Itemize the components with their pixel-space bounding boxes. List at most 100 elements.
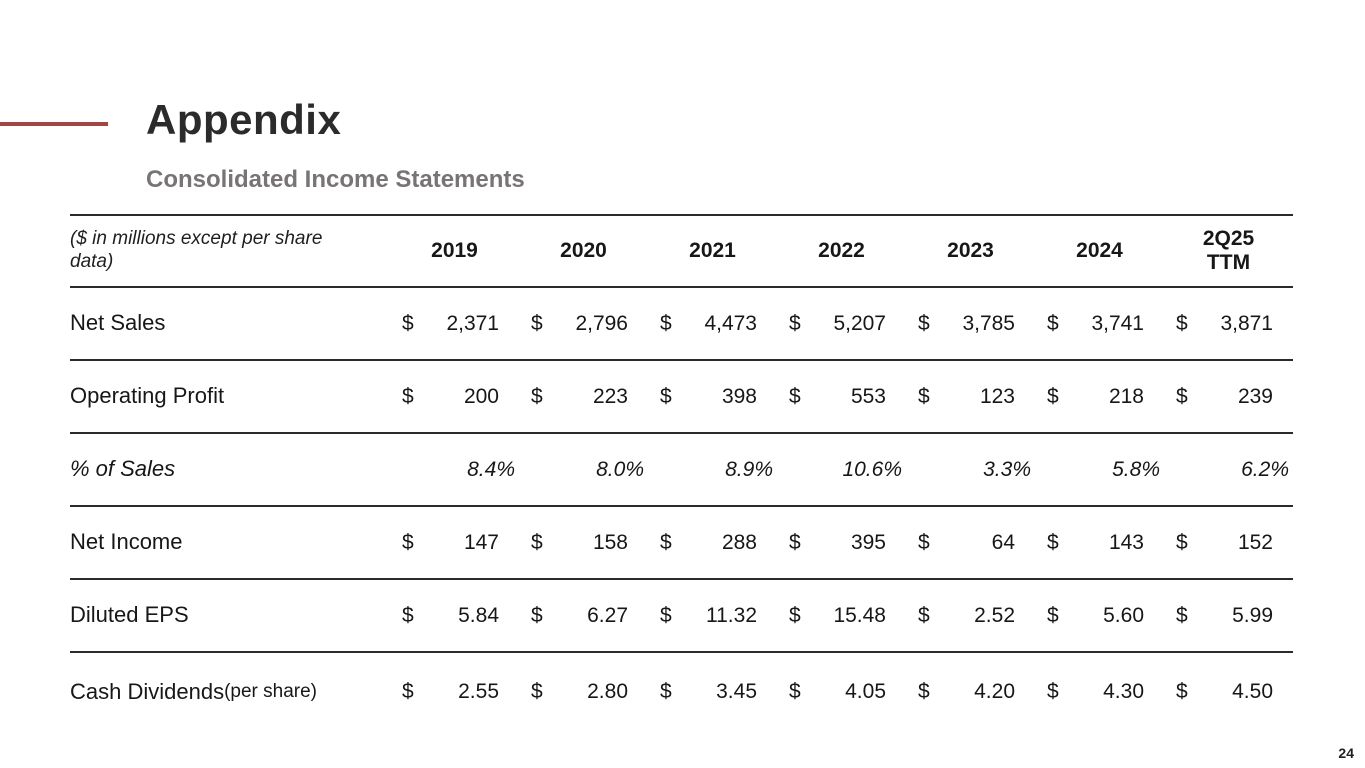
table-row: Diluted EPS $5.84 $6.27 $11.32 $15.48 $2.52 $5… xyxy=(70,580,1293,653)
cell-value: 8.9% xyxy=(725,457,773,481)
currency-symbol: $ xyxy=(918,530,930,554)
money-cell: $6.27 xyxy=(519,580,648,651)
income-statement-table: ($ in millions except per share data) 20… xyxy=(70,214,1293,731)
money-cell: $4.50 xyxy=(1164,653,1293,731)
page-number: 24 xyxy=(1338,745,1354,761)
cell-value: 11.32 xyxy=(706,603,757,627)
currency-symbol: $ xyxy=(789,603,801,627)
cell-value: 200 xyxy=(463,384,499,408)
currency-symbol: $ xyxy=(660,603,672,627)
row-label: Net Income xyxy=(70,529,183,555)
cell-value: 239 xyxy=(1237,384,1273,408)
cell-value: 223 xyxy=(592,384,628,408)
cell-value: 5.60 xyxy=(1103,603,1144,627)
cell-value: 3.3% xyxy=(983,457,1031,481)
row-label: Operating Profit xyxy=(70,383,225,409)
cell-value: 395 xyxy=(850,530,886,554)
money-cell: $4.20 xyxy=(906,653,1035,731)
column-header: 2022 xyxy=(818,238,865,262)
cell-value: 5,207 xyxy=(833,311,886,335)
currency-symbol: $ xyxy=(660,680,672,703)
money-cell: $4,473 xyxy=(648,288,777,359)
money-cell: $2,796 xyxy=(519,288,648,359)
currency-symbol: $ xyxy=(402,384,414,408)
currency-symbol: $ xyxy=(789,311,801,335)
column-header: 2019 xyxy=(431,238,478,262)
money-cell: $223 xyxy=(519,361,648,432)
page-title: Appendix xyxy=(146,96,342,143)
cell-value: 6.2% xyxy=(1241,457,1289,481)
table-row: Net Income $147 $158 $288 $395 $64 $143 $152 xyxy=(70,507,1293,580)
cell-value: 398 xyxy=(721,384,757,408)
cell-value: 5.99 xyxy=(1232,603,1273,627)
currency-symbol: $ xyxy=(660,384,672,408)
percent-cell: 6.2% xyxy=(1164,434,1293,505)
currency-symbol: $ xyxy=(1176,530,1188,554)
cell-value: 2.52 xyxy=(974,603,1015,627)
currency-symbol: $ xyxy=(1047,384,1059,408)
money-cell: $5.84 xyxy=(390,580,519,651)
money-cell: $553 xyxy=(777,361,906,432)
column-header: 2023 xyxy=(947,238,994,262)
currency-symbol: $ xyxy=(789,530,801,554)
cell-value: 3,871 xyxy=(1220,311,1273,335)
cell-value: 4,473 xyxy=(704,311,757,335)
currency-symbol: $ xyxy=(1176,311,1188,335)
money-cell: $147 xyxy=(390,507,519,578)
money-cell: $2,371 xyxy=(390,288,519,359)
table-row: Net Sales $2,371 $2,796 $4,473 $5,207 $3,785 $… xyxy=(70,288,1293,361)
currency-symbol: $ xyxy=(1047,603,1059,627)
currency-symbol: $ xyxy=(402,530,414,554)
cell-value: 4.05 xyxy=(845,680,886,703)
money-cell: $395 xyxy=(777,507,906,578)
currency-symbol: $ xyxy=(531,530,543,554)
cell-value: 8.0% xyxy=(596,457,644,481)
currency-symbol: $ xyxy=(789,384,801,408)
percent-cell: 3.3% xyxy=(906,434,1035,505)
currency-symbol: $ xyxy=(1176,384,1188,408)
column-header: 2021 xyxy=(689,238,736,262)
accent-line xyxy=(0,122,108,126)
currency-symbol: $ xyxy=(918,311,930,335)
money-cell: $2.52 xyxy=(906,580,1035,651)
currency-symbol: $ xyxy=(660,311,672,335)
cell-value: 5.8% xyxy=(1112,457,1160,481)
money-cell: $11.32 xyxy=(648,580,777,651)
cell-value: 288 xyxy=(721,530,757,554)
money-cell: $239 xyxy=(1164,361,1293,432)
cell-value: 152 xyxy=(1237,530,1273,554)
cell-value: 2.80 xyxy=(587,680,628,703)
cell-value: 3,741 xyxy=(1091,311,1144,335)
cell-value: 4.50 xyxy=(1232,680,1273,703)
money-cell: $200 xyxy=(390,361,519,432)
currency-symbol: $ xyxy=(402,680,414,703)
cell-value: 4.30 xyxy=(1103,680,1144,703)
table-header-row: ($ in millions except per share data) 20… xyxy=(70,216,1293,288)
money-cell: $5,207 xyxy=(777,288,906,359)
currency-symbol: $ xyxy=(1047,530,1059,554)
percent-cell: 8.0% xyxy=(519,434,648,505)
cell-value: 143 xyxy=(1108,530,1144,554)
money-cell: $5.99 xyxy=(1164,580,1293,651)
currency-symbol: $ xyxy=(402,603,414,627)
cell-value: 5.84 xyxy=(458,603,499,627)
cell-value: 123 xyxy=(979,384,1015,408)
column-header: 2020 xyxy=(560,238,607,262)
currency-symbol: $ xyxy=(1176,680,1188,703)
currency-symbol: $ xyxy=(1176,603,1188,627)
cell-value: 553 xyxy=(850,384,886,408)
table-row: Operating Profit $200 $223 $398 $553 $123 $218… xyxy=(70,361,1293,434)
row-label: Diluted EPS xyxy=(70,602,189,628)
money-cell: $3.45 xyxy=(648,653,777,731)
percent-cell: 8.9% xyxy=(648,434,777,505)
cell-value: 64 xyxy=(991,530,1015,554)
row-label-small: (per share) xyxy=(224,680,317,702)
money-cell: $64 xyxy=(906,507,1035,578)
currency-symbol: $ xyxy=(1047,311,1059,335)
cell-value: 2,371 xyxy=(446,311,499,335)
cell-value: 6.27 xyxy=(587,603,628,627)
row-label: Cash Dividends (per share) xyxy=(70,678,317,704)
money-cell: $398 xyxy=(648,361,777,432)
cell-value: 2.55 xyxy=(458,680,499,703)
